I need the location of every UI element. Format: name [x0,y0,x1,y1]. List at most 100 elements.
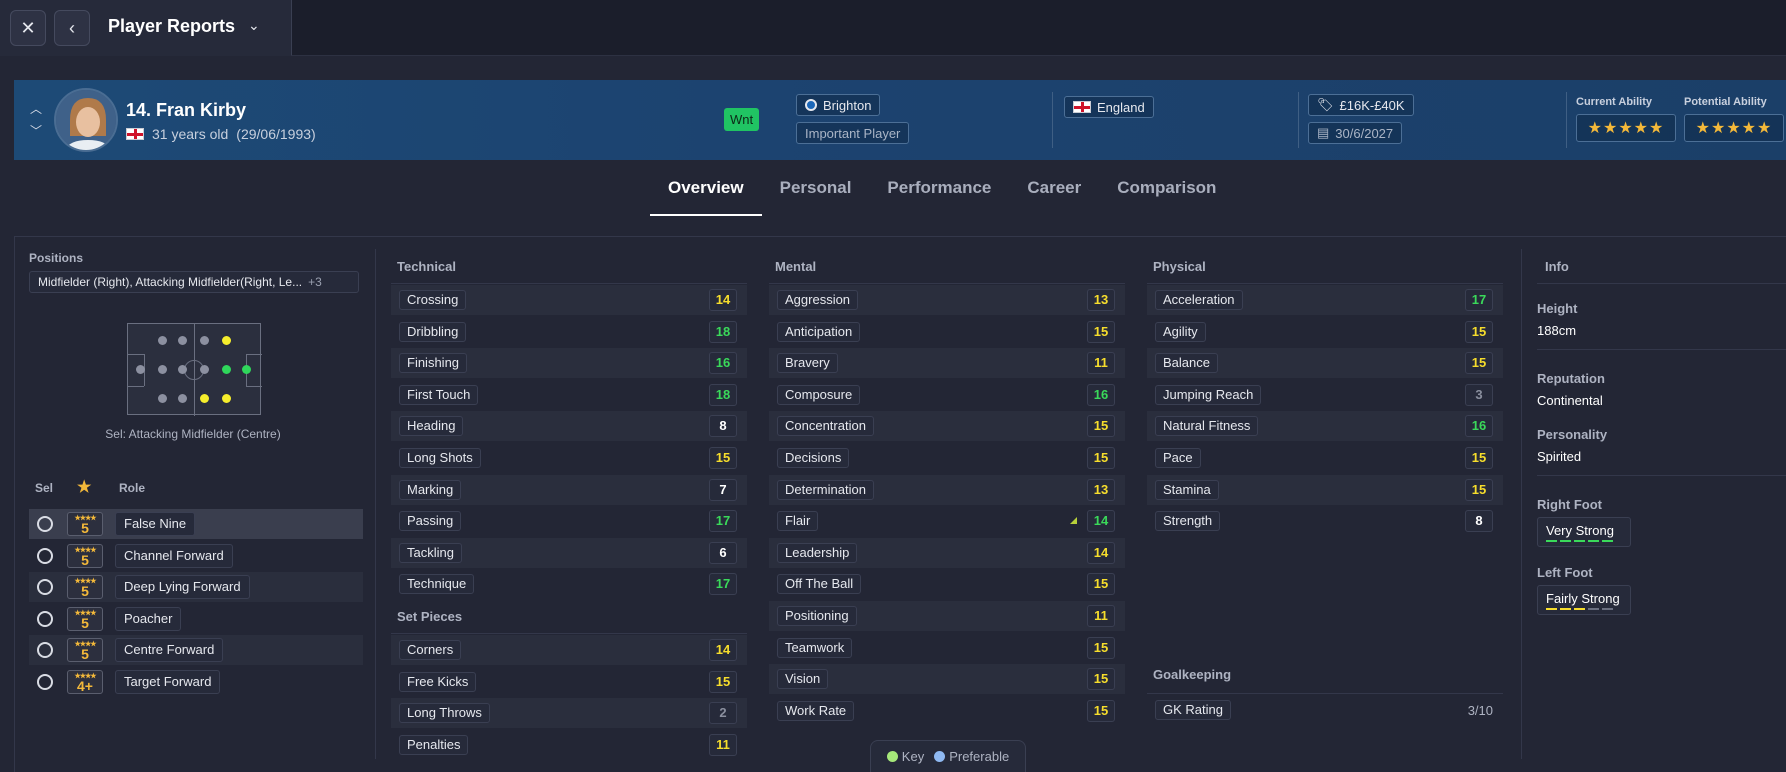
pitch-box-line [128,354,144,355]
tab-comparison[interactable]: Comparison [1117,178,1217,197]
page-title: Player Reports [108,16,236,36]
contract-end: 30/6/2027 [1335,125,1394,141]
attribute-value: 15 [1087,699,1115,722]
nationality-pill[interactable]: England [1064,96,1154,118]
attribute-row[interactable]: Heading 8 [391,411,747,442]
attribute-row[interactable]: Agility 15 [1147,317,1503,347]
attribute-name: Long Throws [399,703,490,724]
divider [391,283,747,284]
tab-overview[interactable]: Overview [650,178,762,216]
attribute-name: Anticipation [777,321,861,342]
attribute-row[interactable]: Stamina 15 [1147,474,1503,505]
role-row[interactable]: ★★★★ 5 False Nine [29,509,363,539]
attribute-name: Heading [399,416,464,437]
role-radio[interactable] [37,674,53,690]
role-row[interactable]: ★★★★ 5 Poacher [29,604,363,634]
attribute-row[interactable]: Penalties 11 [391,730,747,760]
attribute-row[interactable]: Passing 17 [391,506,747,536]
role-radio[interactable] [37,642,53,659]
divider [1521,249,1522,759]
divider [1147,283,1503,284]
close-button[interactable]: ✕ [10,10,46,46]
attribute-name: Bravery [777,353,838,374]
attribute-row[interactable]: Long Shots 15 [391,443,747,473]
attribute-row[interactable]: Determination 13 [769,474,1125,505]
role-radio[interactable] [37,547,53,564]
position-dot [222,365,231,374]
role-row[interactable]: ★★★★ 5 Centre Forward [29,635,363,666]
report-tab[interactable]: ✕ ‹ Player Reports ⌄ [0,0,292,56]
attribute-row[interactable]: Anticipation 15 [769,317,1125,347]
attribute-name: Tackling [399,542,462,563]
top-bar: ✕ ‹ Player Reports ⌄ [0,0,1786,56]
attribute-row[interactable]: Aggression 13 [769,285,1125,315]
back-button[interactable]: ‹ [54,10,90,46]
attribute-row[interactable]: Flair 14 [769,506,1125,536]
attribute-row[interactable]: Dribbling 18 [391,317,747,347]
attribute-row[interactable]: Work Rate 15 [769,696,1125,726]
attribute-row[interactable]: Natural Fitness 16 [1147,411,1503,442]
positions-field[interactable]: Midfielder (Right), Attacking Midfielder… [29,271,359,293]
attribute-row[interactable]: Marking 7 [391,474,747,505]
attribute-row[interactable]: Long Throws 2 [391,698,747,729]
potential-ability-label: Potential Ability [1684,96,1767,108]
role-radio[interactable] [37,516,53,532]
role-rating: 5 [81,583,89,600]
tab-personal[interactable]: Personal [779,178,852,197]
attribute-row[interactable]: Concentration 15 [769,411,1125,442]
attribute-name: Finishing [399,353,468,374]
attribute-value: 18 [709,383,737,406]
attribute-value: 15 [1465,320,1493,343]
overview-panel: Positions Midfielder (Right), Attacking … [14,236,1786,772]
attribute-row[interactable]: Decisions 15 [769,443,1125,473]
attribute-row[interactable]: Strength 8 [1147,506,1503,536]
attribute-row[interactable]: Technique 17 [391,569,747,599]
attribute-row[interactable]: First Touch 18 [391,380,747,410]
height-value: 188cm [1537,323,1577,338]
role-row[interactable]: ★★★★ 5 Channel Forward [29,541,363,571]
position-pitch [127,323,262,416]
attribute-name: Passing [399,511,462,532]
attribute-row[interactable]: Vision 15 [769,664,1125,695]
attribute-row[interactable]: Composure 16 [769,380,1125,410]
attribute-row[interactable]: Balance 15 [1147,348,1503,379]
status-badge[interactable]: Wnt [724,108,760,131]
attribute-row[interactable]: Tackling 6 [391,537,747,568]
tab-performance[interactable]: Performance [887,178,992,197]
attribute-value: 17 [709,510,737,533]
attribute-row[interactable]: Bravery 11 [769,348,1125,379]
chevron-up-icon[interactable]: ︿ [29,102,42,116]
attribute-row[interactable]: Crossing 14 [391,285,747,315]
attribute-row[interactable]: Positioning 11 [769,601,1125,631]
attribute-row[interactable]: Off The Ball 15 [769,569,1125,599]
role-rating: 5 [81,551,89,568]
age-text: 31 years old [152,126,229,142]
attribute-row[interactable]: Free Kicks 15 [391,667,747,697]
attribute-value: 11 [709,733,737,756]
attribute-row[interactable]: Leadership 14 [769,537,1125,568]
attribute-row[interactable]: Acceleration 17 [1147,285,1503,315]
club-pill[interactable]: Brighton [796,94,881,116]
role-row[interactable]: ★★★★ 5 Deep Lying Forward [29,572,363,603]
divider [769,283,1125,284]
close-icon: ✕ [20,17,36,38]
role-radio[interactable] [37,610,53,627]
attribute-row[interactable]: Pace 15 [1147,443,1503,473]
divider [1566,92,1567,148]
gk-rating-row[interactable]: GK Rating 3/10 [1147,695,1503,725]
role-row[interactable]: ★★★★ 4+ Target Forward [29,667,363,697]
attribute-value: 8 [709,415,737,438]
attribute-value: 2 [709,702,737,725]
attribute-row[interactable]: Jumping Reach 3 [1147,380,1503,410]
club-crest-icon [805,99,817,111]
attribute-row[interactable]: Corners 14 [391,635,747,665]
tab-career[interactable]: Career [1027,178,1082,197]
role-radio[interactable] [37,579,53,596]
chevron-down-icon[interactable]: ⌄ [248,17,260,33]
attribute-row[interactable]: Teamwork 15 [769,633,1125,663]
attribute-row[interactable]: Finishing 16 [391,348,747,379]
attribute-value: 14 [1087,541,1115,564]
chevron-down-icon[interactable]: ﹀ [29,124,42,138]
positions-value: Midfielder (Right), Attacking Midfielder… [38,275,303,289]
